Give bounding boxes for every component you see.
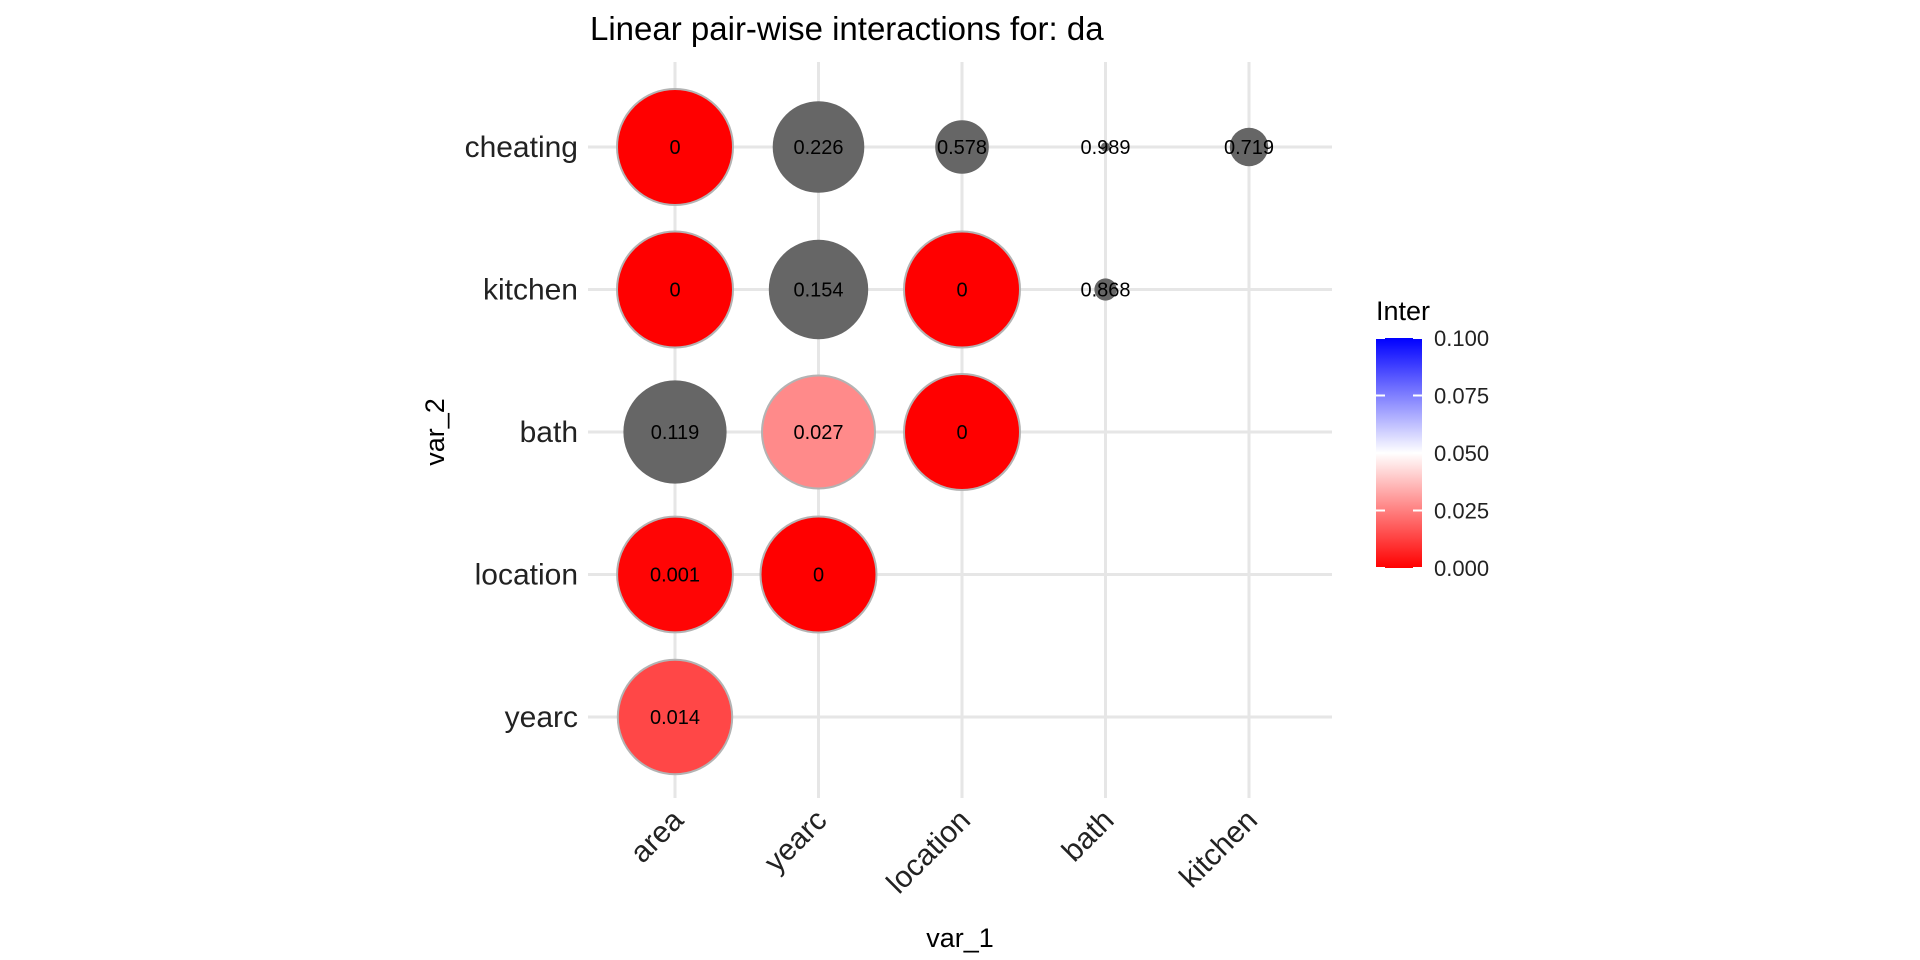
chart-title: Linear pair-wise interactions for: da — [590, 10, 1104, 47]
legend: Inter 0.100 0.075 0.050 0.025 0.000 — [1376, 296, 1489, 581]
bubble-value-label: 0 — [956, 280, 967, 302]
bubble-labels: 0 0.226 0.578 0.989 0.719 0 0.154 0 0.868 0.119 0.… — [650, 137, 1274, 729]
bubble-value-label: 0.119 — [651, 422, 700, 444]
y-tick-label: bath — [520, 416, 578, 449]
bubble — [903, 230, 1021, 349]
bubble — [772, 101, 865, 193]
bubble-value-label: 0 — [956, 422, 967, 444]
bubble-value-label: 0.868 — [1080, 280, 1130, 302]
legend-tick-label: 0.075 — [1434, 384, 1489, 409]
x-tick-label: kitchen — [1173, 804, 1264, 895]
bubble — [616, 658, 734, 776]
legend-tick-label: 0.025 — [1434, 499, 1489, 524]
bubble — [1229, 127, 1269, 167]
bubble — [616, 230, 734, 349]
bubble — [768, 239, 869, 340]
bubble — [616, 515, 734, 634]
x-tick-label: area — [624, 803, 690, 869]
bubble-value-label: 0 — [669, 137, 680, 159]
bubble-value-label: 0 — [813, 565, 824, 587]
bubble — [903, 373, 1021, 491]
bubble — [759, 515, 878, 634]
bubble-value-label: 0.578 — [937, 137, 987, 159]
bubble — [623, 380, 727, 484]
x-tick-label: yearc — [758, 804, 833, 879]
bubble-value-label: 0.719 — [1224, 137, 1274, 159]
bubble-value-label: 0.001 — [650, 565, 700, 587]
legend-title: Inter — [1376, 296, 1430, 326]
x-axis-ticks: area yearc location bath kitchen — [624, 803, 1264, 900]
bubble-value-label: 0.027 — [793, 422, 843, 444]
x-tick-label: bath — [1056, 804, 1121, 869]
legend-tick-label: 0.000 — [1434, 556, 1489, 581]
legend-tick-label: 0.100 — [1434, 326, 1489, 351]
bubble-value-label: 0.226 — [793, 137, 843, 159]
y-tick-label: cheating — [465, 131, 578, 164]
y-tick-label: location — [475, 559, 578, 592]
y-tick-label: yearc — [505, 701, 578, 734]
bubble-value-label: 0 — [669, 280, 680, 302]
legend-ticks: 0.100 0.075 0.050 0.025 0.000 — [1376, 326, 1489, 581]
bubble — [935, 120, 989, 174]
bubble — [1100, 142, 1111, 152]
bubble — [1094, 278, 1117, 301]
bubble-value-label: 0.154 — [793, 280, 843, 302]
bubble-value-label: 0.989 — [1080, 137, 1130, 159]
y-axis-title: var_2 — [420, 398, 450, 466]
y-tick-label: kitchen — [483, 274, 578, 307]
bubble — [761, 374, 876, 490]
bubbles — [616, 88, 1269, 776]
x-tick-label: location — [880, 804, 976, 900]
x-axis-title: var_1 — [926, 923, 994, 953]
y-axis-ticks: yearc location bath kitchen cheating — [465, 131, 578, 734]
legend-tick-label: 0.050 — [1434, 441, 1489, 466]
bubble-value-label: 0.014 — [650, 707, 700, 729]
bubble — [616, 88, 734, 206]
